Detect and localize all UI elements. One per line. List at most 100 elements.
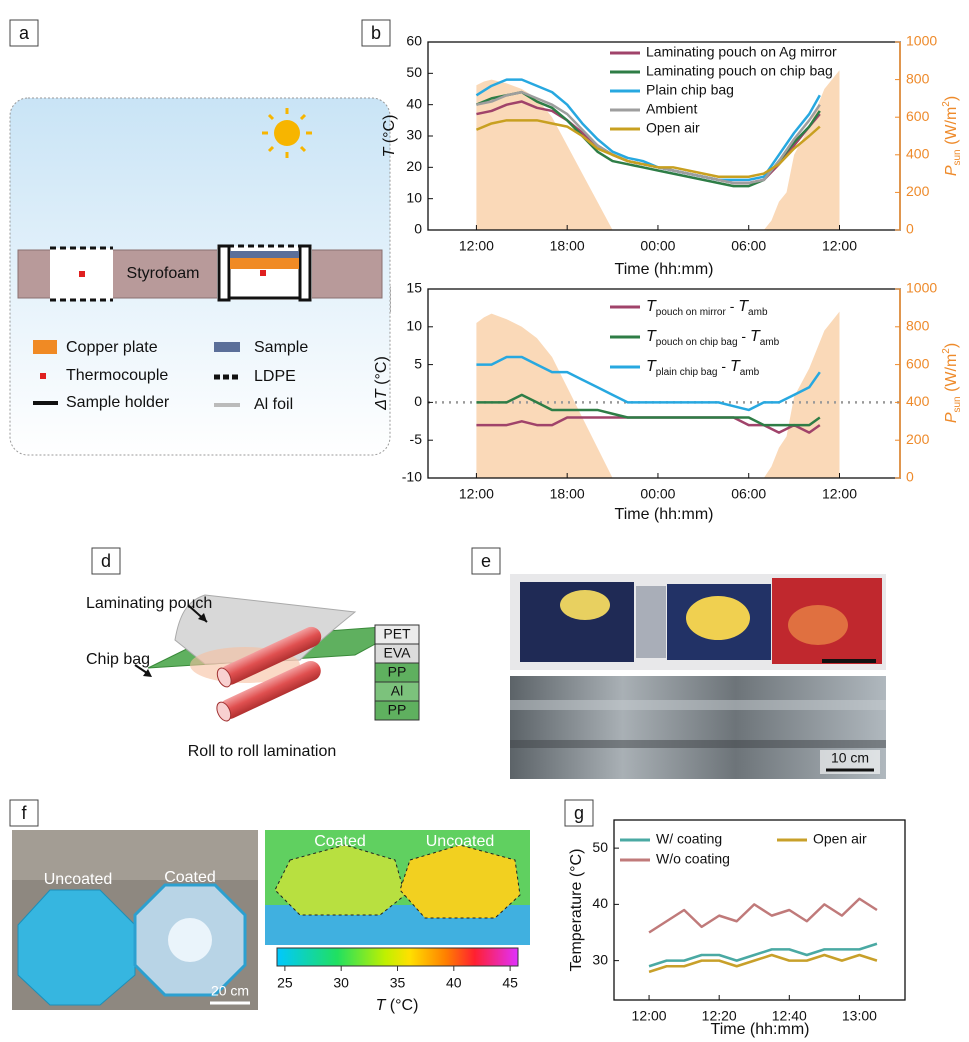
photo-detail	[686, 596, 750, 640]
y2-tick-label: 1000	[906, 280, 937, 296]
panel-a: Styrofoam Copper plate Sample Thermocoup…	[10, 98, 390, 455]
y2-tick-label: 800	[906, 70, 930, 86]
x-tick-label: 12:00	[822, 238, 857, 254]
legend-label-part: amb	[760, 337, 780, 348]
colorbar-tick-label: 25	[277, 975, 293, 991]
x-axis-label: Time (hh:mm)	[615, 261, 714, 278]
series-line	[649, 899, 877, 933]
panel-d: Laminating pouch Chip bag Roll to roll l…	[86, 595, 419, 760]
photo-detail	[510, 700, 886, 710]
x-tick-label: 12:00	[459, 238, 494, 254]
y2-tick-label: 600	[906, 108, 930, 124]
label-part: )	[943, 96, 960, 101]
legend-label-part: amb	[740, 367, 760, 378]
y-axis-label: T (°C)	[381, 115, 398, 158]
y2-tick-label: 600	[906, 355, 930, 371]
layer-label: PET	[383, 626, 411, 642]
x-tick-label: 12:40	[772, 1008, 807, 1024]
legend-label: Laminating pouch on Ag mirror	[646, 44, 837, 60]
y-tick-label: 0	[414, 393, 422, 409]
y-tick-label: 60	[406, 33, 422, 49]
legend-label: Al foil	[254, 396, 293, 413]
x-tick-label: 12:20	[702, 1008, 737, 1024]
layer-label: PP	[388, 664, 407, 680]
legend-label: Tpouch on chip bag - Tamb	[646, 328, 780, 348]
legend-label: W/o coating	[656, 851, 730, 867]
series-line	[649, 944, 877, 967]
y-tick-label: -5	[410, 431, 423, 447]
panel-label: a	[19, 23, 30, 43]
label-part: (°C)	[385, 997, 418, 1014]
photo-label: Coated	[164, 869, 216, 886]
y-tick-label: 5	[414, 355, 422, 371]
sample	[230, 251, 299, 258]
y-axis-label: Temperature (°C)	[568, 849, 585, 972]
x-tick-label: 18:00	[550, 486, 585, 502]
y2-tick-label: 400	[906, 146, 930, 162]
x-axis-label: Time (hh:mm)	[615, 506, 714, 523]
label-part: )	[943, 343, 960, 348]
y2-tick-label: 400	[906, 393, 930, 409]
panel-e: 10 cm	[510, 574, 886, 779]
label-part: P	[943, 165, 960, 176]
legend-label: Laminating pouch on chip bag	[646, 63, 833, 79]
colorbar	[277, 948, 518, 966]
diagram-label: Laminating pouch	[86, 595, 212, 612]
y2-tick-label: 0	[906, 221, 914, 237]
colorbar-tick-label: 30	[333, 975, 349, 991]
y2-tick-label: 1000	[906, 33, 937, 49]
panel-label: e	[481, 551, 491, 571]
diagram-label: Chip bag	[86, 651, 150, 668]
label-part: sun	[952, 396, 963, 412]
legend-label: Ambient	[646, 101, 697, 117]
y-tick-label: 0	[414, 221, 422, 237]
y2-tick-label: 200	[906, 183, 930, 199]
panel-label: b	[371, 23, 381, 43]
legend-label-part: -	[738, 328, 750, 344]
x-tick-label: 12:00	[459, 486, 494, 502]
legend-label-part: -	[718, 358, 730, 374]
y-tick-label: 50	[406, 64, 422, 80]
photo-detail	[510, 740, 886, 748]
colorbar-tick-label: 40	[446, 975, 462, 991]
legend-label: Tpouch on mirror - Tamb	[646, 298, 768, 318]
x-tick-label: 18:00	[550, 238, 585, 254]
legend-label: Open air	[646, 120, 700, 136]
panel-label: g	[574, 803, 584, 823]
colorbar-tick-label: 35	[390, 975, 406, 991]
series-line	[649, 955, 877, 972]
figure: a b c d e f g Styrofoam Copper plate Sam…	[0, 0, 969, 1042]
legend-label: Copper plate	[66, 339, 158, 356]
x-axis-label: Time (hh:mm)	[711, 1021, 810, 1038]
legend-swatch	[214, 342, 240, 352]
legend-label-part: pouch on chip bag	[656, 337, 738, 348]
x-tick-label: 12:00	[822, 486, 857, 502]
photo-label: Uncoated	[44, 871, 113, 888]
legend-label: Open air	[813, 831, 867, 847]
scale-label: 20 cm	[211, 983, 249, 999]
scale-label: 10 cm	[831, 750, 869, 766]
layer-label: PP	[388, 702, 407, 718]
copper-plate	[230, 258, 299, 269]
thermal-label: Coated	[314, 833, 366, 850]
layer-label: Al	[391, 683, 403, 699]
y-tick-label: 30	[406, 127, 422, 143]
label-part: ΔT	[373, 388, 390, 411]
label-part: (°C)	[373, 356, 390, 389]
y2-axis-label: Psun (W/m2)	[941, 343, 963, 423]
label-part: P	[943, 412, 960, 423]
colorbar-label: T (°C)	[376, 997, 419, 1014]
label-part: sun	[952, 149, 963, 165]
legend-label: LDPE	[254, 368, 296, 385]
x-tick-label: 06:00	[731, 486, 766, 502]
photo-bag	[636, 586, 666, 658]
y-tick-label: 40	[406, 95, 422, 111]
legend-label-part: plain chip bag	[656, 367, 718, 378]
y-tick-label: 15	[406, 280, 422, 296]
plot-frame	[614, 820, 905, 1000]
y-tick-label: 50	[592, 839, 608, 855]
y2-axis-label: Psun (W/m2)	[941, 96, 963, 176]
legend-label: Thermocouple	[66, 367, 168, 384]
x-tick-label: 12:00	[632, 1008, 667, 1024]
legend-label: Sample holder	[66, 394, 170, 411]
